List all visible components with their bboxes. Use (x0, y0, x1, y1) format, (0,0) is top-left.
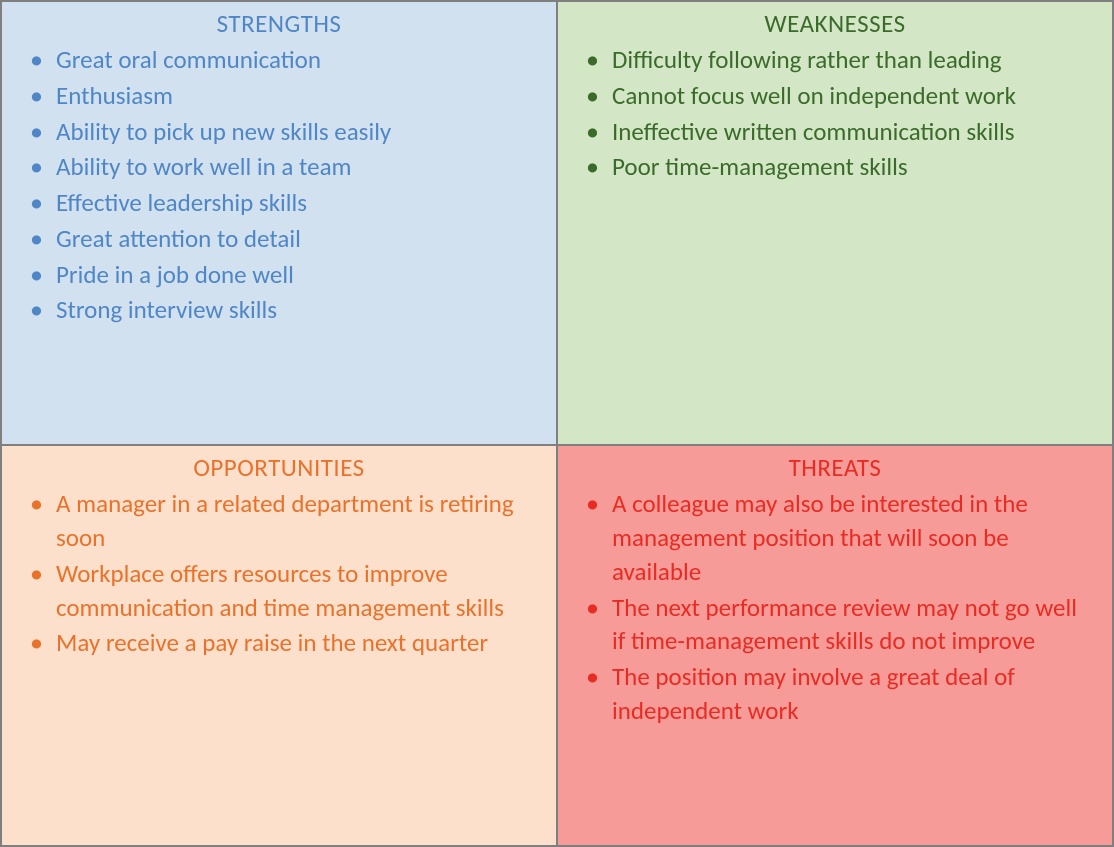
swot-grid: STRENGTHS Great oral communication Enthu… (0, 0, 1114, 847)
list-item: Effective leadership skills (26, 186, 538, 220)
quadrant-opportunities: OPPORTUNITIES A manager in a related dep… (1, 445, 557, 846)
quadrant-strengths: STRENGTHS Great oral communication Enthu… (1, 1, 557, 445)
quadrant-list: Great oral communication Enthusiasm Abil… (20, 43, 538, 329)
list-item: Ability to pick up new skills easily (26, 115, 538, 149)
quadrant-list: A colleague may also be interested in th… (576, 487, 1094, 729)
list-item: Great oral communication (26, 43, 538, 77)
list-item: A colleague may also be interested in th… (582, 487, 1094, 588)
list-item: May receive a pay raise in the next quar… (26, 626, 538, 660)
quadrant-list: Difficulty following rather than leading… (576, 43, 1094, 186)
quadrant-title: THREATS (576, 452, 1094, 483)
list-item: Workplace offers resources to improve co… (26, 557, 538, 625)
list-item: Cannot focus well on independent work (582, 79, 1094, 113)
list-item: The next performance review may not go w… (582, 591, 1094, 659)
list-item: Pride in a job done well (26, 258, 538, 292)
quadrant-title: WEAKNESSES (576, 8, 1094, 39)
list-item: The position may involve a great deal of… (582, 660, 1094, 728)
quadrant-threats: THREATS A colleague may also be interest… (557, 445, 1113, 846)
list-item: Difficulty following rather than leading (582, 43, 1094, 77)
list-item: Enthusiasm (26, 79, 538, 113)
quadrant-title: OPPORTUNITIES (20, 452, 538, 483)
list-item: A manager in a related department is ret… (26, 487, 538, 555)
list-item: Ability to work well in a team (26, 150, 538, 184)
list-item: Great attention to detail (26, 222, 538, 256)
list-item: Ineffective written communication skills (582, 115, 1094, 149)
list-item: Strong interview skills (26, 293, 538, 327)
quadrant-weaknesses: WEAKNESSES Difficulty following rather t… (557, 1, 1113, 445)
quadrant-title: STRENGTHS (20, 8, 538, 39)
quadrant-list: A manager in a related department is ret… (20, 487, 538, 662)
list-item: Poor time-management skills (582, 150, 1094, 184)
